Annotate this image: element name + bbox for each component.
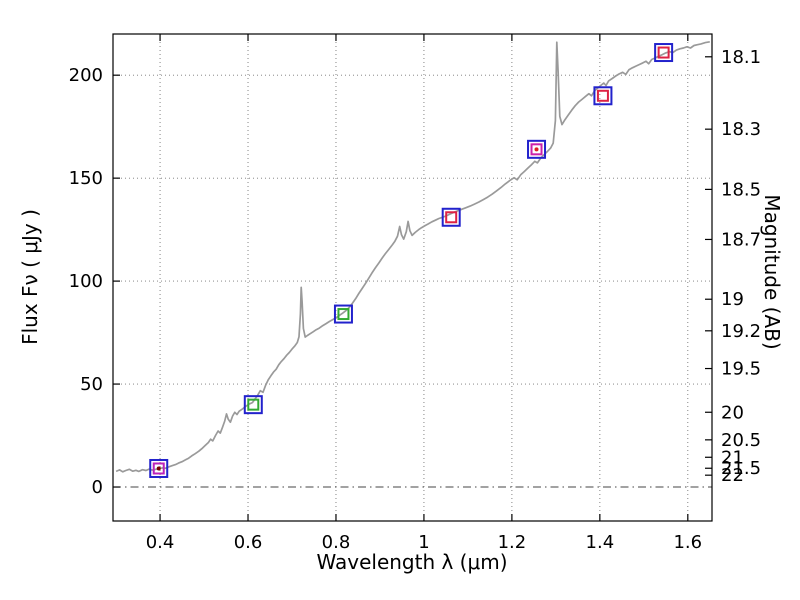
x-tick-label: 1.4 [586,532,615,553]
y-tick-right-label: 22 [721,465,744,486]
photometry-marker-outer [654,43,674,63]
photometry-marker-outer [149,458,169,478]
photometry-marker-inner [337,308,350,321]
photometry-marker-outer [527,139,547,159]
x-tick-label: 0.6 [234,532,263,553]
photometry-marker-inner [657,46,670,59]
y-tick-right-label: 19 [721,289,744,310]
photometry-marker-inner [596,89,609,102]
y-tick-left-label: 200 [69,65,103,86]
y-axis-label-flux: Flux Fν ( μJy ) [18,209,42,345]
y-tick-right-label: 21.5 [721,458,761,479]
y-tick-right-label: 21 [721,447,744,468]
y-tick-right-label: 20.5 [721,430,761,451]
y-tick-left-label: 0 [92,477,103,498]
y-tick-right-label: 19.5 [721,359,761,380]
y-tick-left-label: 100 [69,271,103,292]
y-tick-right-label: 18.5 [721,179,761,200]
photometry-marker-inner [247,398,260,411]
photometry-marker-inner [530,143,543,156]
y-tick-right-label: 18.1 [721,47,761,68]
y-tick-right-label: 18.3 [721,119,761,140]
photometry-marker-inner [152,462,165,475]
y-tick-right-label: 18.7 [721,229,761,250]
y-tick-left-label: 50 [80,374,103,395]
y-tick-right-label: 20 [721,402,744,423]
y-axis-label-magnitude: Magnitude (AB) [760,194,784,350]
photometry-marker-dot [534,147,539,152]
photometry-marker-outer [333,304,353,324]
photometry-marker-inner [445,211,458,224]
spectrum-line [115,40,710,473]
x-tick-label: 1.6 [673,532,702,553]
photometry-marker-outer [593,86,613,106]
photometry-marker-dot [156,466,161,471]
x-axis-label: Wavelength λ (μm) [316,550,508,574]
x-tick-label: 0.4 [146,532,175,553]
x-tick-label: 1.2 [498,532,527,553]
photometry-marker-outer [441,207,461,227]
x-tick-label: 0.8 [322,532,351,553]
y-tick-right-label: 19.2 [721,321,761,342]
y-tick-left-label: 150 [69,168,103,189]
x-tick-label: 1 [418,532,429,553]
photometry-marker-outer [243,395,263,415]
plot-frame [112,33,713,522]
